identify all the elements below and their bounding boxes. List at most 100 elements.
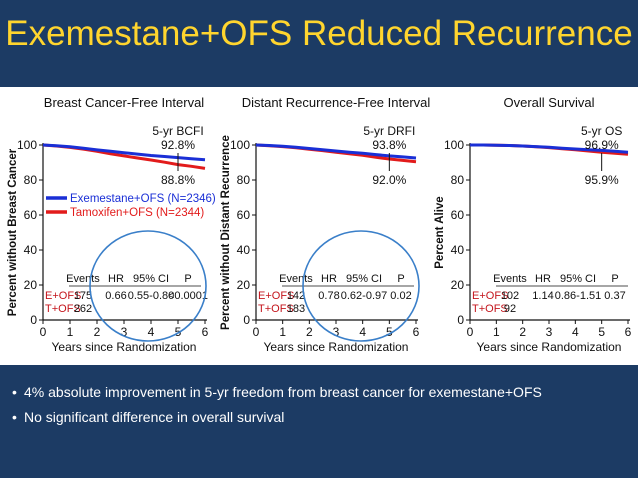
chart-title: Distant Recurrence-Free Interval: [242, 95, 431, 110]
charts-panel: Breast Cancer-Free Interval 0 20 40 60 80 100 0…: [0, 87, 638, 365]
x-tick-label: 0: [253, 325, 260, 339]
annotation-bottom-value: 88.8%: [161, 173, 195, 187]
table-header: P: [611, 273, 618, 285]
table-header: 95% CI: [560, 273, 596, 285]
y-tick-label: 100: [444, 138, 464, 152]
table-header: 95% CI: [346, 273, 382, 285]
table-header: HR: [535, 273, 551, 285]
x-tick-label: 6: [625, 325, 632, 339]
annotation-top-value: 96.9%: [585, 138, 619, 152]
bullet-dot-icon: •: [12, 409, 17, 425]
x-tick-label: 6: [413, 325, 420, 339]
y-tick-label: 20: [451, 278, 465, 292]
annotation-label: 5-yr OS: [581, 124, 622, 138]
table-cell: 102: [501, 290, 519, 302]
y-tick-label: 40: [24, 243, 38, 257]
x-tick-label: 4: [359, 325, 366, 339]
y-tick-label: 80: [24, 173, 38, 187]
x-tick-label: 0: [40, 325, 47, 339]
table-cell: 92: [504, 303, 516, 315]
y-tick-label: 40: [451, 243, 465, 257]
bullet-text: 4% absolute improvement in 5-yr freedom …: [24, 384, 542, 400]
y-tick-label: 100: [230, 138, 250, 152]
table-cell: 0.86-1.51: [555, 290, 601, 302]
table-header: HR: [321, 273, 337, 285]
x-tick-label: 4: [572, 325, 579, 339]
table-cell: 0.78: [318, 290, 339, 302]
legend-label: Exemestane+OFS (N=2346): [70, 193, 216, 205]
y-axis-label: Percent Alive: [434, 196, 446, 268]
x-tick-label: 1: [493, 325, 500, 339]
y-tick-label: 0: [243, 313, 250, 327]
table-cell: <0.0001: [168, 290, 208, 302]
x-axis-label: Years since Randomization: [264, 340, 409, 354]
chart-title: Overall Survival: [503, 95, 594, 110]
y-tick-label: 0: [30, 313, 37, 327]
y-tick-label: 20: [237, 278, 251, 292]
x-tick-label: 3: [121, 325, 128, 339]
x-tick-label: 3: [333, 325, 340, 339]
x-tick-label: 2: [306, 325, 313, 339]
y-tick-label: 20: [24, 278, 38, 292]
x-tick-label: 1: [279, 325, 286, 339]
y-tick-label: 80: [237, 173, 251, 187]
table-header: HR: [108, 273, 124, 285]
x-tick-label: 2: [519, 325, 526, 339]
table-header: Events: [66, 273, 100, 285]
table-header: Events: [279, 273, 313, 285]
table-cell: 183: [287, 303, 305, 315]
annotation-label: 5-yr DRFI: [363, 124, 415, 138]
table-cell: 175: [74, 290, 92, 302]
legend-label: Tamoxifen+OFS (N=2344): [70, 207, 204, 219]
x-tick-label: 5: [598, 325, 605, 339]
table-row-label: T+OFS: [45, 303, 81, 315]
table-cell: 0.55-0.80: [128, 290, 174, 302]
table-cell: 0.37: [604, 290, 625, 302]
table-cell: 0.66: [105, 290, 126, 302]
annotation-top-value: 93.8%: [372, 138, 406, 152]
y-tick-label: 40: [237, 243, 251, 257]
x-axis-label: Years since Randomization: [477, 340, 622, 354]
table-header: 95% CI: [133, 273, 169, 285]
bullet-text: No significant difference in overall sur…: [24, 409, 285, 425]
table-row-label: T+OFS: [258, 303, 294, 315]
y-tick-label: 60: [451, 208, 465, 222]
table-row-label: E+OFS: [258, 290, 294, 302]
bullet-dot-icon: •: [12, 384, 17, 400]
x-axis-label: Years since Randomization: [52, 340, 197, 354]
bullet-item: • No significant difference in overall su…: [12, 409, 632, 425]
table-header: Events: [493, 273, 527, 285]
highlight-circle: [89, 230, 207, 342]
x-tick-label: 5: [386, 325, 393, 339]
annotation-bottom-value: 92.0%: [372, 173, 406, 187]
charts-svg: Breast Cancer-Free Interval0204060801000…: [7, 95, 632, 354]
table-row-label: E+OFS: [45, 290, 81, 302]
annotation-top-value: 92.8%: [161, 138, 195, 152]
x-tick-label: 6: [202, 325, 209, 339]
bullet-list: • 4% absolute improvement in 5-yr freedom…: [12, 384, 632, 434]
x-tick-label: 3: [546, 325, 553, 339]
highlight-circle: [302, 230, 420, 342]
slide-title: Exemestane+OFS Reduced Recurrence: [5, 14, 633, 53]
series-line: [470, 143, 629, 154]
table-header: P: [397, 273, 404, 285]
x-tick-label: 1: [67, 325, 74, 339]
x-tick-label: 2: [94, 325, 101, 339]
table-cell: 0.62-0.97: [341, 290, 387, 302]
table-cell: 0.02: [390, 290, 411, 302]
y-axis-label: Percent without Distant Recurrence: [220, 135, 232, 330]
y-tick-label: 100: [17, 138, 37, 152]
bullet-item: • 4% absolute improvement in 5-yr freedom…: [12, 384, 632, 400]
y-tick-label: 80: [451, 173, 465, 187]
x-tick-label: 5: [175, 325, 182, 339]
chart-title: Breast Cancer-Free Interval: [44, 95, 205, 110]
table-header: P: [184, 273, 191, 285]
table-cell: 142: [287, 290, 305, 302]
annotation-bottom-value: 95.9%: [585, 173, 619, 187]
table-row-label: T+OFS: [472, 303, 508, 315]
y-tick-label: 60: [24, 208, 38, 222]
y-tick-label: 0: [457, 313, 464, 327]
table-cell: 1.14: [532, 290, 553, 302]
y-axis-label: Percent without Breast Cancer: [7, 148, 19, 316]
